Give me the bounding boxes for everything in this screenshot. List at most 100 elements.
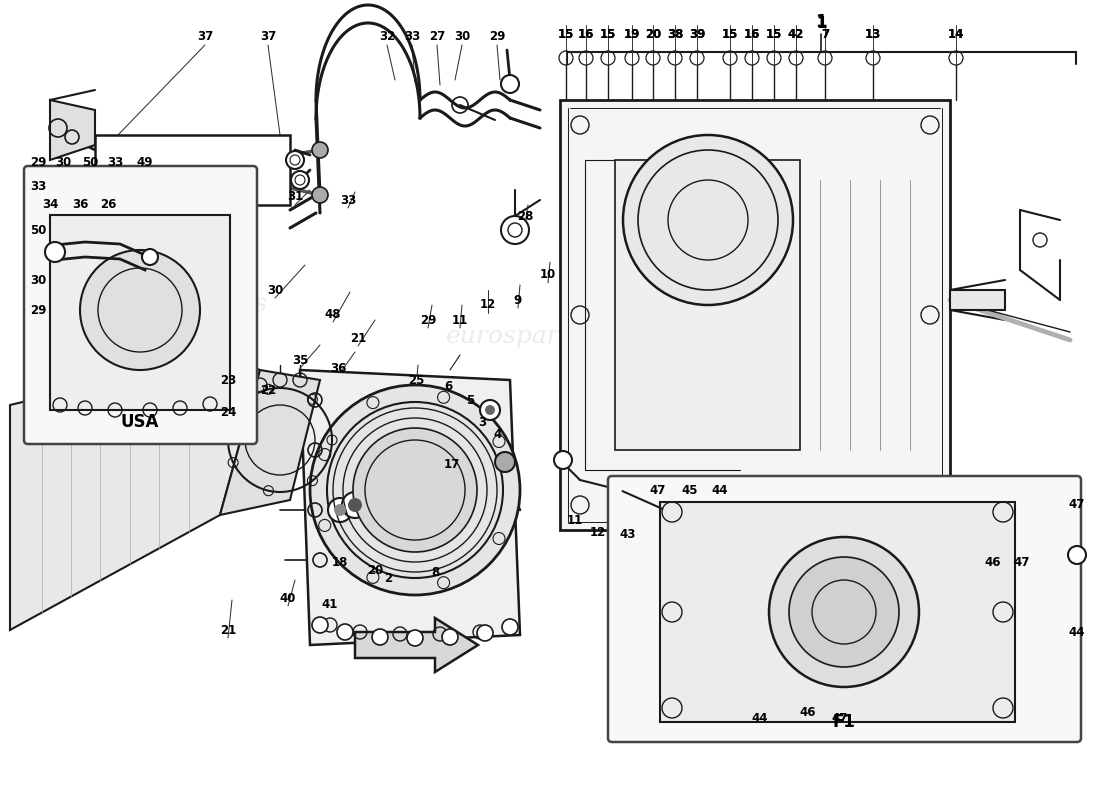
Text: 32: 32: [378, 30, 395, 43]
Text: 38: 38: [667, 29, 683, 42]
Text: 19: 19: [624, 29, 640, 42]
Polygon shape: [10, 355, 260, 630]
Text: 34: 34: [42, 198, 58, 211]
Circle shape: [769, 537, 918, 687]
Text: 17: 17: [444, 458, 460, 471]
Text: 31: 31: [287, 190, 304, 203]
Polygon shape: [660, 502, 1015, 722]
Polygon shape: [355, 618, 478, 672]
Circle shape: [312, 617, 328, 633]
Polygon shape: [560, 100, 950, 530]
Text: 33: 33: [404, 30, 420, 43]
Text: 1: 1: [816, 17, 826, 31]
Circle shape: [372, 629, 388, 645]
Text: 46: 46: [984, 555, 1001, 569]
Circle shape: [623, 135, 793, 305]
Text: 15: 15: [722, 29, 738, 42]
Text: 37: 37: [197, 30, 213, 43]
Text: 12: 12: [480, 298, 496, 311]
Text: USA: USA: [121, 413, 160, 431]
Text: eurospares: eurospares: [128, 293, 268, 315]
Text: 13: 13: [865, 29, 881, 42]
Text: 15: 15: [558, 29, 574, 42]
Text: 29: 29: [420, 314, 437, 326]
Text: 33: 33: [340, 194, 356, 206]
Text: 50: 50: [81, 155, 98, 169]
Text: 43: 43: [619, 529, 636, 542]
Circle shape: [480, 400, 501, 420]
Text: 38: 38: [667, 29, 683, 42]
Polygon shape: [615, 160, 800, 450]
Polygon shape: [220, 370, 320, 515]
Text: 44: 44: [712, 483, 728, 497]
Text: 47: 47: [1069, 498, 1086, 511]
Text: 20: 20: [367, 563, 383, 577]
Polygon shape: [300, 370, 520, 645]
Circle shape: [312, 187, 328, 203]
Text: 29: 29: [30, 303, 46, 317]
Text: 27: 27: [429, 30, 446, 43]
Text: 36: 36: [330, 362, 346, 374]
Text: 13: 13: [865, 29, 881, 42]
Text: eurospares: eurospares: [447, 325, 587, 347]
Polygon shape: [50, 215, 230, 410]
Text: 47: 47: [1014, 555, 1031, 569]
Text: 16: 16: [578, 29, 594, 42]
Text: 15: 15: [600, 29, 616, 42]
Text: 40: 40: [279, 591, 296, 605]
FancyBboxPatch shape: [608, 476, 1081, 742]
Text: 44: 44: [1069, 626, 1086, 638]
Circle shape: [554, 451, 572, 469]
Text: 15: 15: [766, 29, 782, 42]
Text: 47: 47: [832, 711, 848, 725]
Text: 50: 50: [30, 223, 46, 237]
Text: 20: 20: [645, 29, 661, 42]
Circle shape: [328, 498, 352, 522]
Circle shape: [337, 624, 353, 640]
Text: 6: 6: [444, 381, 452, 394]
Text: 47: 47: [650, 483, 667, 497]
Text: 46: 46: [800, 706, 816, 718]
Circle shape: [502, 619, 518, 635]
Text: 12: 12: [590, 526, 606, 538]
Text: 5: 5: [466, 394, 474, 406]
Text: 15: 15: [722, 29, 738, 42]
Text: 10: 10: [540, 269, 557, 282]
Circle shape: [80, 250, 200, 370]
Text: 23: 23: [220, 374, 236, 386]
Circle shape: [477, 625, 493, 641]
Text: 24: 24: [220, 406, 236, 418]
Text: 7: 7: [821, 29, 829, 42]
Text: 15: 15: [558, 29, 574, 42]
Text: 30: 30: [55, 155, 72, 169]
Circle shape: [442, 629, 458, 645]
Text: 9: 9: [514, 294, 522, 306]
Text: 49: 49: [136, 155, 153, 169]
Text: 29: 29: [30, 155, 46, 169]
Text: 21: 21: [350, 331, 366, 345]
Text: 16: 16: [744, 29, 760, 42]
Circle shape: [286, 151, 304, 169]
Text: 33: 33: [107, 155, 123, 169]
Text: 30: 30: [30, 274, 46, 286]
Text: 16: 16: [578, 29, 594, 42]
Text: 33: 33: [30, 181, 46, 194]
Circle shape: [353, 428, 477, 552]
Text: 37: 37: [260, 30, 276, 43]
Circle shape: [142, 249, 158, 265]
Text: eurospares: eurospares: [722, 493, 862, 515]
Text: 45: 45: [682, 483, 698, 497]
Text: 29: 29: [488, 30, 505, 43]
Text: 35: 35: [292, 354, 308, 366]
Polygon shape: [50, 100, 95, 160]
Circle shape: [45, 242, 65, 262]
FancyBboxPatch shape: [24, 166, 257, 444]
Text: F1: F1: [833, 713, 856, 731]
Text: 18: 18: [332, 555, 349, 569]
Text: 21: 21: [220, 623, 236, 637]
Text: 7: 7: [821, 29, 829, 42]
Circle shape: [1068, 546, 1086, 564]
Text: 19: 19: [624, 29, 640, 42]
Text: 15: 15: [766, 29, 782, 42]
Text: 42: 42: [788, 29, 804, 42]
